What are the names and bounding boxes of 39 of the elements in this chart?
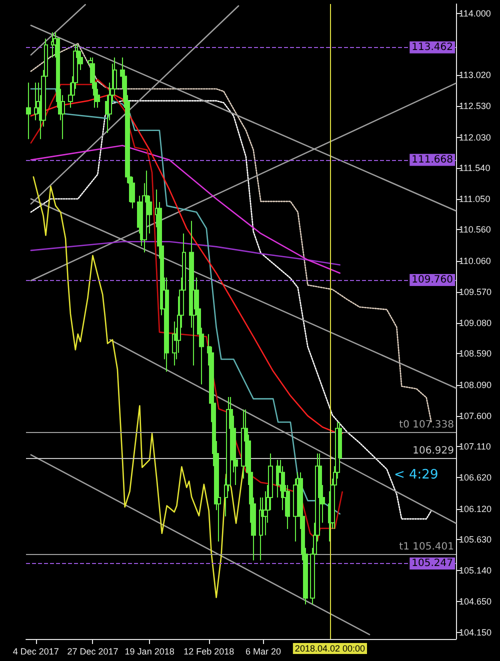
y-tick-label: 107.110	[459, 442, 491, 452]
x-tick-label: 6 Mar 20	[245, 646, 282, 656]
ref-line-label: 106.929	[412, 445, 454, 456]
line-series	[30, 241, 340, 266]
y-tick-label: 108.090	[459, 380, 492, 390]
y-tick-label: 109.570	[459, 286, 492, 297]
y-tick-label: 110.560	[459, 224, 491, 235]
ref-line-label: 2018.04.02 00:00	[294, 644, 366, 654]
y-tick-label: 105.140	[459, 565, 492, 576]
x-tick-label: 4 Dec 2017	[12, 646, 59, 656]
candlestick	[26, 82, 31, 140]
y-tick-label: 104.150	[459, 628, 492, 638]
ref-line-label: 111.668	[412, 154, 453, 166]
y-tick-label: 108.590	[459, 348, 492, 359]
y-tick-label: 112.530	[459, 100, 491, 111]
candlestick	[286, 484, 290, 530]
y-tick-label: 112.030	[459, 132, 491, 142]
candlestick	[165, 276, 169, 372]
ref-line-label: t1 105.401	[399, 542, 454, 553]
x-tick-label: 19 Jan 2018	[124, 646, 174, 656]
y-tick-label: 106.620	[459, 472, 492, 482]
ref-line-label: 105.247	[412, 558, 453, 570]
ref-line-label: 113.462	[412, 42, 453, 53]
y-tick-label: 114.000	[459, 8, 491, 18]
y-tick-label: 106.120	[459, 504, 492, 514]
annotation: < 4:29	[394, 468, 438, 482]
y-tick-label: 109.080	[459, 318, 492, 328]
y-tick-label: 111.050	[459, 194, 490, 204]
x-tick-label: 27 Dec 2017	[67, 646, 118, 656]
y-tick-label: 107.600	[459, 410, 492, 421]
y-tick-label: 111.540	[459, 163, 490, 174]
y-tick-label: 105.630	[459, 534, 492, 545]
y-tick-label: 110.060	[459, 256, 491, 266]
ref-line-label: t0 107.338	[399, 420, 454, 431]
y-tick-label: 113.020	[459, 70, 491, 80]
x-tick-label: 12 Feb 2018	[184, 646, 234, 656]
y-tick-label: 104.650	[459, 596, 492, 606]
ref-line-label: 109.760	[412, 274, 453, 286]
line-series	[30, 144, 340, 274]
